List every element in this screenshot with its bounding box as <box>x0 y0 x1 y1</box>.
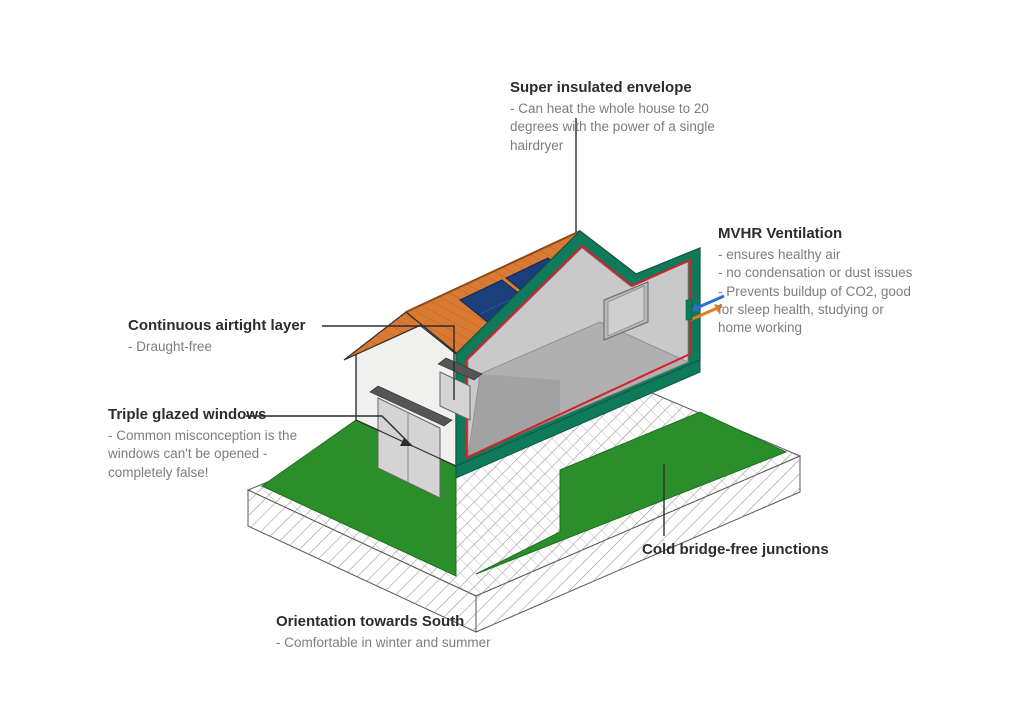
label-title: Orientation towards South <box>276 612 596 632</box>
label-title: Triple glazed windows <box>108 405 318 425</box>
label-title: MVHR Ventilation <box>718 224 918 244</box>
label-desc: - ensures healthy air - no condensation … <box>718 246 918 337</box>
label-title: Super insulated envelope <box>510 78 720 98</box>
label-desc: - Draught-free <box>128 338 328 356</box>
label-title: Cold bridge-free junctions <box>642 540 882 560</box>
label-mvhr: MVHR Ventilation - ensures healthy air -… <box>718 224 918 337</box>
label-orientation: Orientation towards South - Comfortable … <box>276 612 596 652</box>
label-desc: - Can heat the whole house to 20 degrees… <box>510 100 720 155</box>
infographic-canvas: Super insulated envelope - Can heat the … <box>0 0 1024 724</box>
label-super-insulated: Super insulated envelope - Can heat the … <box>510 78 720 155</box>
label-title: Continuous airtight layer <box>128 316 328 336</box>
label-cold-bridge: Cold bridge-free junctions <box>642 540 882 562</box>
label-airtight: Continuous airtight layer - Draught-free <box>128 316 328 356</box>
label-desc: - Common misconception is the windows ca… <box>108 427 318 482</box>
label-desc: - Comfortable in winter and summer <box>276 634 596 652</box>
label-triple-glazed: Triple glazed windows - Common misconcep… <box>108 405 318 482</box>
